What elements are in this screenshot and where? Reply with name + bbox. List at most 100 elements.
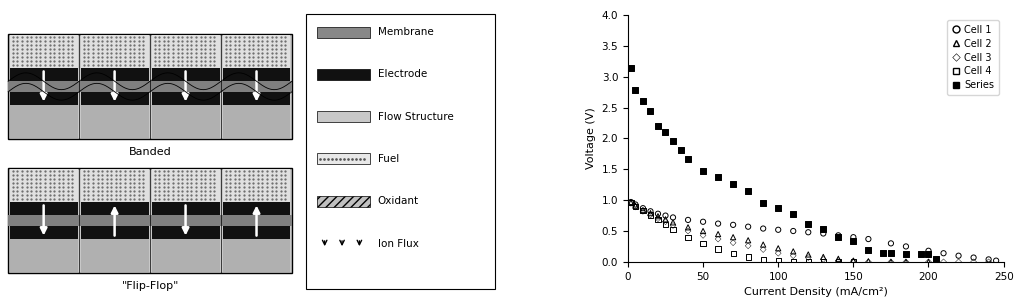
Point [695,219,712,224]
Point [623,200,639,204]
Point [635,209,651,214]
Bar [8,81,80,92]
Point [740,224,757,229]
Bar [221,81,292,92]
Bar [317,154,370,164]
Bar [151,239,220,272]
Point [920,259,936,264]
Point [897,259,914,264]
Point [710,232,726,237]
Point [725,222,741,227]
Point [740,238,757,243]
Bar [223,68,290,81]
Bar [81,239,148,272]
Point [740,188,757,193]
Point [883,259,900,264]
Point [861,259,877,264]
Bar [9,169,78,202]
Point [635,99,651,104]
Point [845,238,862,243]
Point [830,256,846,261]
Bar [8,34,292,139]
Point [623,200,639,205]
Point [635,208,651,213]
Point [815,255,831,259]
Point [755,200,771,205]
Point [988,258,1005,263]
Point [785,229,801,234]
Point [845,259,862,264]
Point [861,259,877,264]
Point [785,249,801,254]
Point [785,259,801,264]
Point [913,251,929,256]
Point [665,227,681,232]
Point [665,138,681,143]
Text: Oxidant: Oxidant [378,196,419,206]
Point [935,259,952,264]
Bar [81,202,148,215]
Bar [223,226,290,239]
Point [935,251,952,256]
Point [770,205,786,210]
Point [658,217,674,222]
Bar [151,68,220,81]
Point [695,229,712,234]
Point [680,235,696,240]
Point [627,204,643,209]
Point [635,208,651,213]
Bar [151,105,220,138]
Bar [317,111,370,122]
Text: Membrane: Membrane [378,27,434,37]
Point [815,226,831,231]
Point [770,227,786,232]
Point [658,219,674,224]
Point [861,237,877,241]
Point [627,205,643,209]
Bar [223,92,290,105]
Bar [151,35,220,68]
Point [725,182,741,187]
X-axis label: Current Density (mA/cm²): Current Density (mA/cm²) [744,287,887,297]
Point [800,255,817,260]
Point [980,257,996,262]
Point [680,157,696,161]
Point [623,66,639,70]
Point [623,201,639,206]
Bar [151,226,220,239]
Point [883,259,900,264]
Point [665,223,681,228]
Point [845,235,862,240]
Point [861,248,877,253]
Bar [9,68,78,81]
Point [695,168,712,173]
Point [680,218,696,222]
Point [658,222,674,227]
Bar [81,226,148,239]
Point [710,247,726,251]
Point [725,240,741,245]
Bar [306,14,495,289]
Point [725,251,741,256]
Point [755,242,771,247]
Bar [81,35,148,68]
Text: Banded: Banded [129,147,172,157]
Point [649,211,666,216]
Point [725,235,741,240]
Bar [223,239,290,272]
Point [920,259,936,264]
Point [755,226,771,231]
Point [627,203,643,208]
Point [830,259,846,264]
Point [845,259,862,264]
Bar [9,202,78,215]
Point [755,257,771,262]
Point [673,147,689,152]
Point [815,231,831,236]
Bar [151,92,220,105]
Point [928,257,944,262]
Point [815,259,831,264]
Bar [81,68,148,81]
Point [830,233,846,238]
Bar [223,105,290,138]
